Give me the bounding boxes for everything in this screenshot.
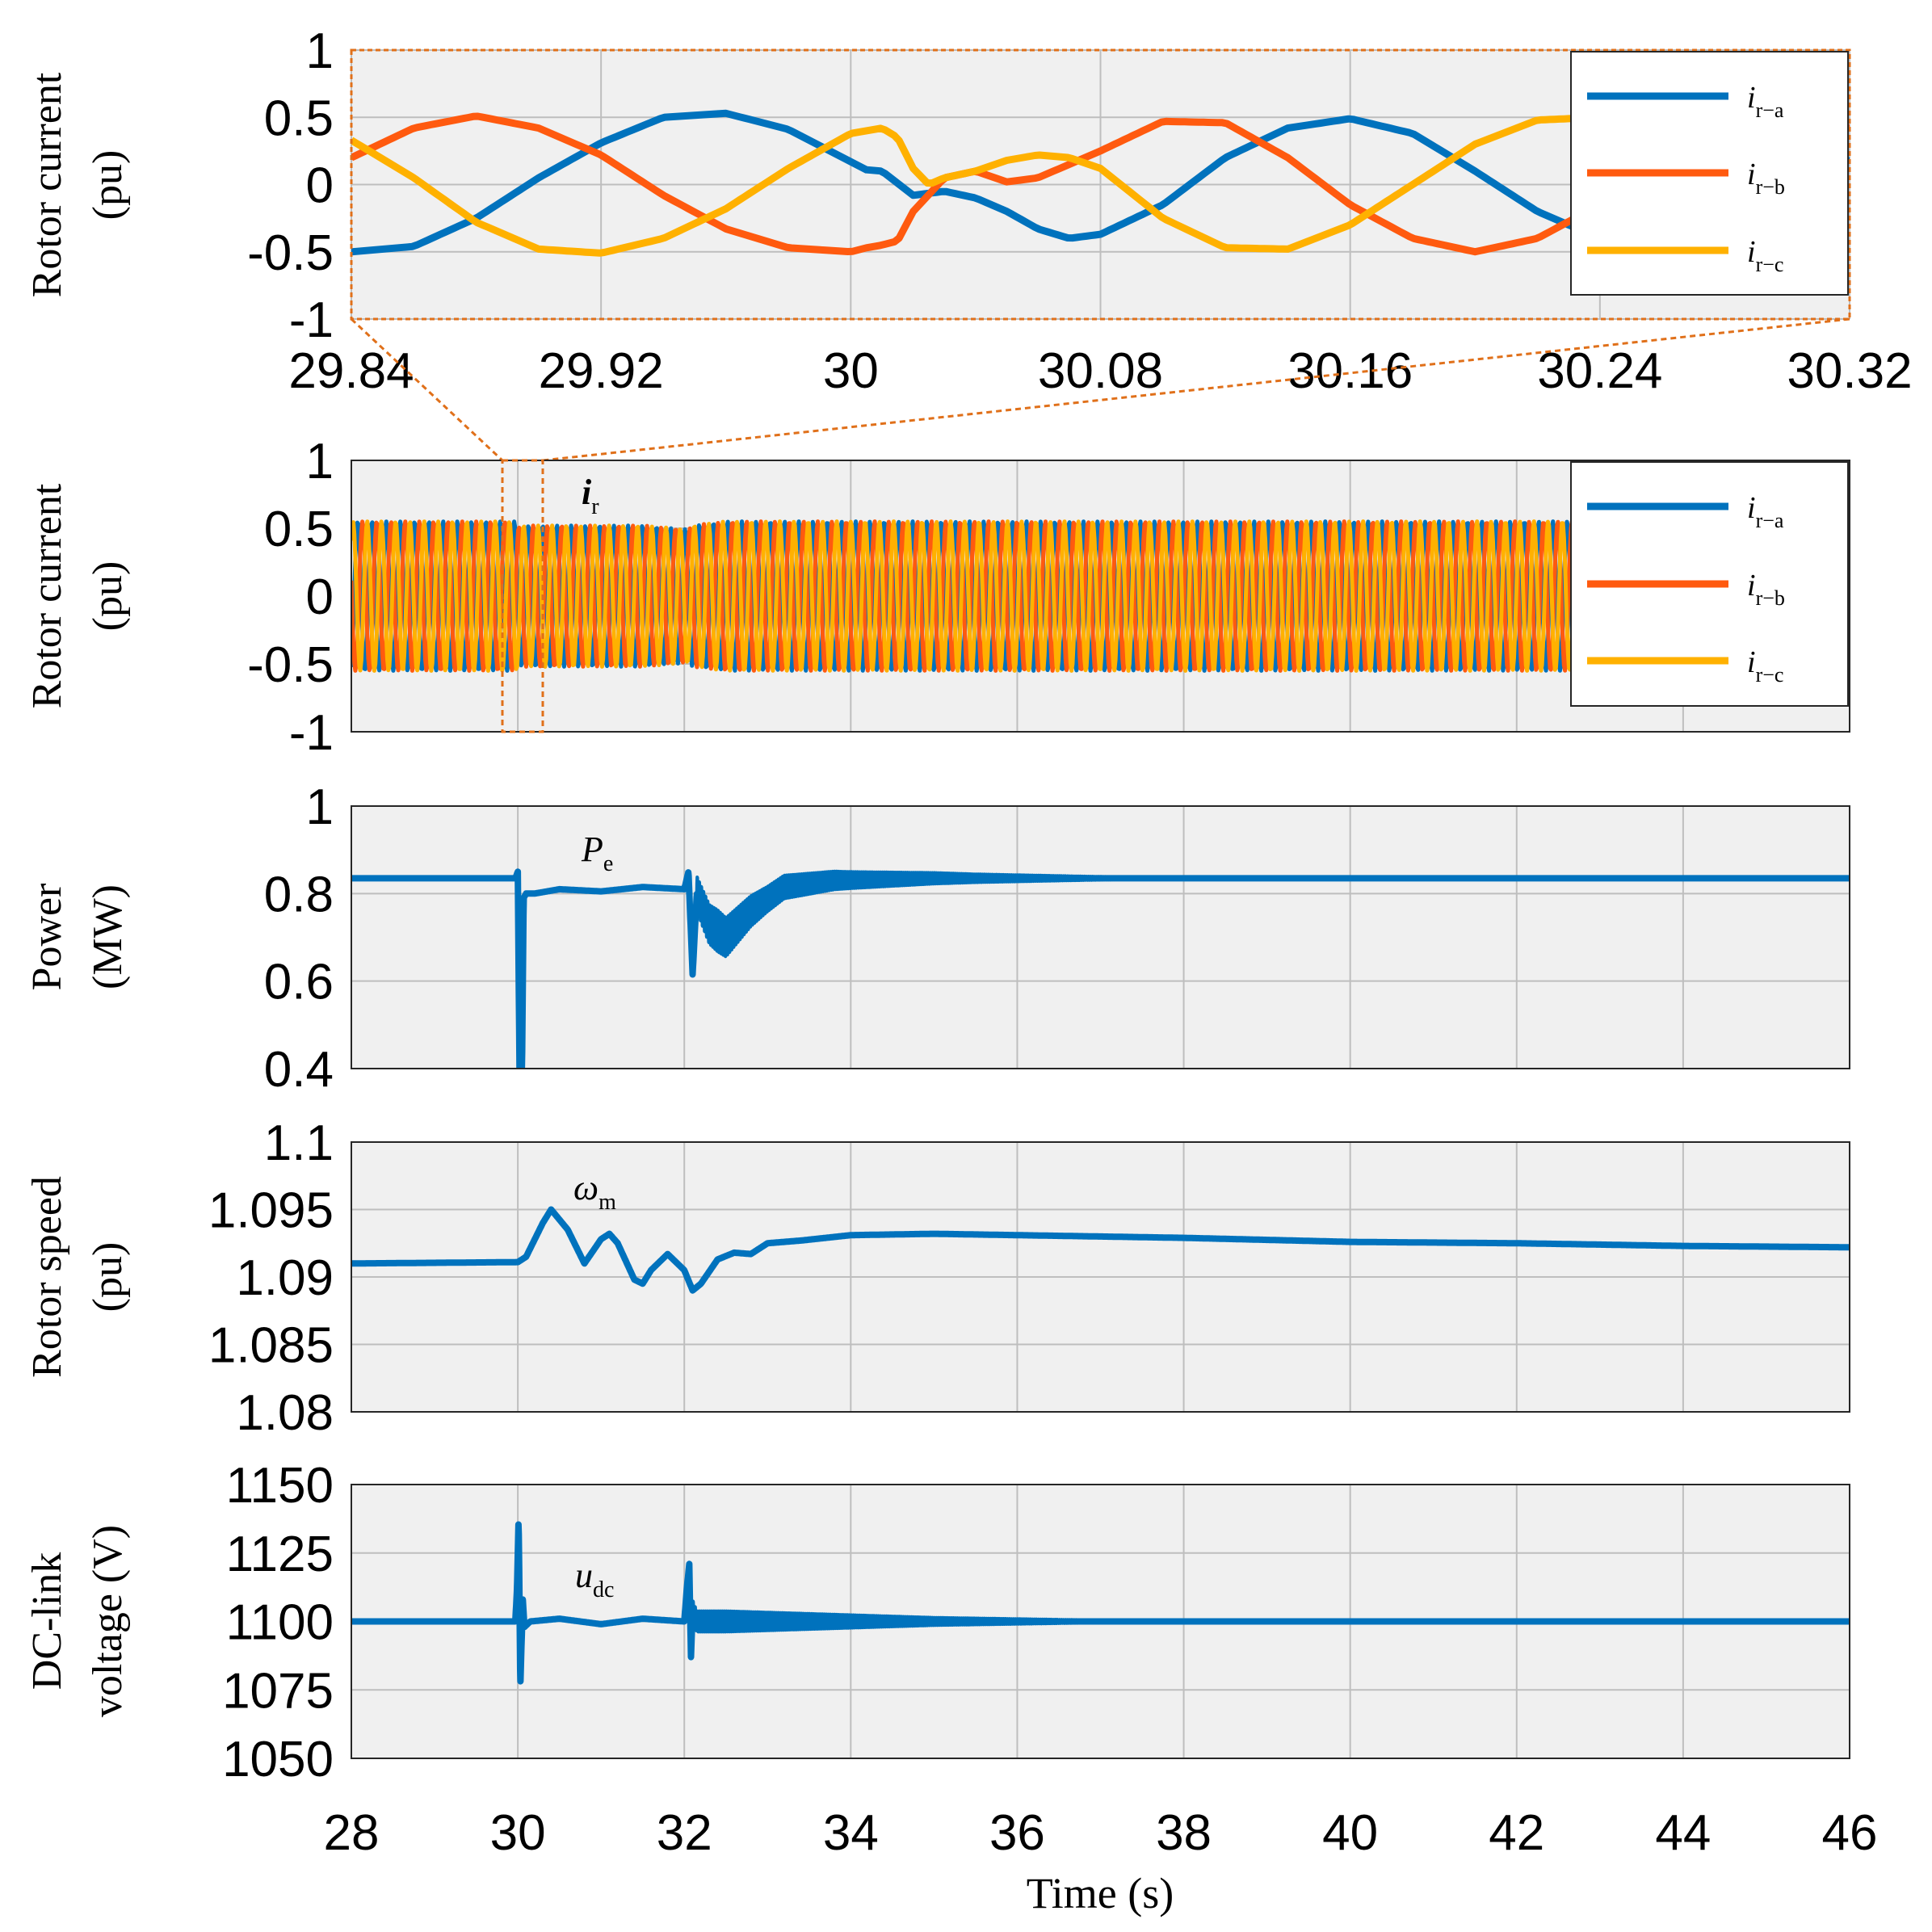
y-tick-labels: -1 -0.5 0 0.5 1 <box>247 434 334 761</box>
y-axis-label-line2: voltage (V) <box>85 1525 131 1717</box>
x-tick-label: 46 <box>1822 1805 1878 1861</box>
y-tick-labels: 1.08 1.085 1.09 1.095 1.1 <box>208 1115 334 1441</box>
x-tick-label: 29.92 <box>539 343 664 399</box>
legend-label-ir-b: ir−b <box>1747 158 1785 199</box>
y-axis-label-line1: Rotor speed <box>24 1176 70 1378</box>
y-tick-label: 1.08 <box>236 1385 334 1441</box>
series-lines <box>351 1521 1850 1685</box>
axes-frame <box>351 805 1850 1069</box>
x-tick-label: 28 <box>324 1805 380 1861</box>
y-axis-label-line1: DC-link <box>24 1552 70 1690</box>
y-axis-label-line1: Power <box>24 884 70 991</box>
panel-zoom-rotor-current: 29.84 29.92 30 30.08 30.16 30.24 30.32 -1 -0.5 0… <box>24 23 1913 399</box>
y-tick-label: 0 <box>306 569 334 625</box>
y-tick-label: 1.085 <box>208 1318 334 1374</box>
x-tick-label: 30 <box>490 1805 546 1861</box>
x-tick-label: 30 <box>823 343 879 399</box>
y-tick-label: -0.5 <box>247 225 334 281</box>
y-tick-label: 1050 <box>222 1732 334 1787</box>
legend-label-ir-a: ir−a <box>1747 491 1784 532</box>
y-tick-label: 0.5 <box>264 502 334 557</box>
y-tick-labels: -1 -0.5 0 0.5 1 <box>247 23 334 348</box>
series-annotation: Pe <box>581 830 613 876</box>
y-tick-label: 0.6 <box>264 955 334 1010</box>
zoom-window-marker <box>501 459 544 733</box>
legend-label-ir-a: ir−a <box>1747 81 1784 122</box>
y-axis-label-line2: (pu) <box>85 150 131 220</box>
series-annotation: ir <box>582 472 599 519</box>
y-tick-label: 1150 <box>226 1458 334 1514</box>
y-tick-label: 1.1 <box>264 1115 334 1171</box>
y-tick-label: 0.5 <box>264 90 334 146</box>
axes-frame <box>351 1141 1850 1413</box>
x-tick-label: 36 <box>989 1805 1045 1861</box>
panel-rotor-speed: 1.08 1.085 1.09 1.095 1.1 ωm Rotor speed (pu… <box>24 1115 1850 1441</box>
x-tick-label: 29.84 <box>288 343 414 399</box>
x-tick-label: 44 <box>1655 1805 1711 1861</box>
legend: ir−a ir−b ir−c <box>1570 51 1849 296</box>
y-axis-label-line2: (MW) <box>85 884 131 989</box>
legend-label-ir-c: ir−c <box>1747 645 1783 687</box>
y-tick-label: 0.4 <box>264 1042 334 1098</box>
panel-rotor-current: -1 -0.5 0 0.5 1 ir Rotor current (pu) ir−a i… <box>24 434 1850 761</box>
series-annotation: ωm <box>573 1168 616 1215</box>
y-tick-label: -0.5 <box>247 637 334 693</box>
legend-label-ir-b: ir−b <box>1747 569 1785 610</box>
series-lines <box>351 1206 1850 1294</box>
axes-background <box>351 806 1850 1069</box>
x-tick-label: 30.08 <box>1038 343 1163 399</box>
y-tick-label: 1.095 <box>208 1183 334 1239</box>
x-tick-labels: 29.84 29.92 30 30.08 30.16 30.24 30.32 <box>288 343 1912 399</box>
x-tick-label: 30.24 <box>1537 343 1662 399</box>
y-tick-labels: 1050 1075 1100 1125 1150 <box>222 1458 334 1787</box>
y-axis-label-line2: (pu) <box>85 561 131 632</box>
x-tick-label: 30.16 <box>1287 343 1413 399</box>
y-tick-label: 1125 <box>226 1527 334 1582</box>
y-tick-label: 1075 <box>222 1663 334 1719</box>
series-oscillation-udc <box>691 1599 1186 1634</box>
y-tick-label: 1100 <box>226 1595 334 1651</box>
x-tick-labels: 28 30 32 34 36 38 40 42 44 46 <box>324 1805 1878 1861</box>
y-tick-label: -1 <box>289 705 334 761</box>
y-axis-label-line2: (pu) <box>85 1242 131 1312</box>
axes-frame <box>351 460 1850 733</box>
legend: ir−a ir−b ir−c <box>1570 461 1849 707</box>
y-axis-label-line1: Rotor current <box>24 483 70 708</box>
series-line-wm <box>351 1206 1850 1294</box>
series-annotation: udc <box>575 1556 614 1602</box>
zoom-connector-left <box>350 317 504 462</box>
y-tick-label: -1 <box>289 292 334 348</box>
legend-label-ir-c: ir−c <box>1747 235 1783 276</box>
axes-frame <box>351 1484 1850 1759</box>
y-tick-label: 1 <box>306 23 334 79</box>
panel-power: 0.4 0.6 0.8 1 Pe Power (MW) <box>24 779 1850 1098</box>
zoom-connector-right <box>542 317 1850 462</box>
x-axis-label: Time (s) <box>1027 1869 1174 1917</box>
x-tick-label: 30.32 <box>1787 343 1912 399</box>
y-tick-label: 1 <box>306 779 334 835</box>
y-tick-labels: 0.4 0.6 0.8 1 <box>264 779 334 1098</box>
x-tick-label: 38 <box>1156 1805 1212 1861</box>
series-oscillation-Pe <box>691 869 1186 975</box>
y-axis-label-line1: Rotor current <box>24 72 70 297</box>
x-tick-label: 40 <box>1322 1805 1378 1861</box>
panel-dc-link-voltage: 1050 1075 1100 1125 1150 28 30 32 34 36 38 40 42 44 4… <box>24 1458 1877 1917</box>
zoom-region-border <box>350 48 1851 321</box>
x-tick-label: 42 <box>1489 1805 1544 1861</box>
series-lines <box>351 868 1850 1069</box>
x-tick-label: 32 <box>657 1805 712 1861</box>
x-tick-label: 34 <box>823 1805 879 1861</box>
y-tick-label: 1.09 <box>236 1250 334 1306</box>
zoom-connectors <box>350 317 1850 462</box>
y-tick-label: 0 <box>306 158 334 214</box>
y-tick-label: 0.8 <box>264 867 334 922</box>
y-tick-label: 1 <box>306 434 334 489</box>
